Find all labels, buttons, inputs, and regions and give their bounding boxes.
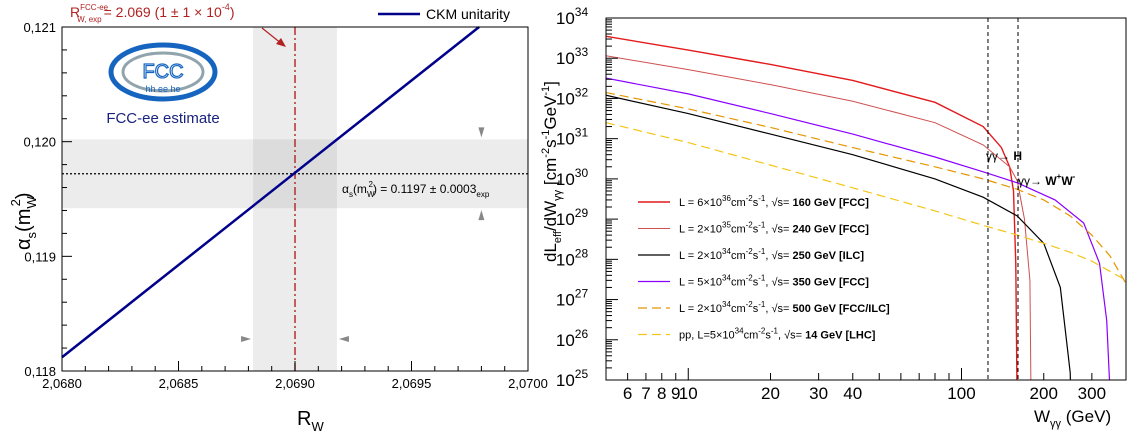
y-tick-label: 1027 — [556, 287, 589, 310]
legend-label-6: pp, L=5×1034cm-2s-1, √s= 14 GeV [LHC] — [679, 327, 876, 342]
fcc-logo: FCC hh ee he — [108, 42, 218, 102]
y-tick-label: 0,121 — [23, 20, 56, 35]
legend-label-1: L = 6×1036cm-2s-1, √s= 160 GeV [FCC] — [679, 194, 869, 209]
x-tick-label: 30 — [809, 384, 828, 403]
series-line-4 — [606, 77, 1111, 380]
logo-subtext: hh ee he — [145, 84, 180, 94]
y-tick-label: 1032 — [556, 85, 589, 108]
legend: L = 6×1036cm-2s-1, √s= 160 GeV [FCC] L = … — [638, 194, 890, 342]
y-tick-label: 1030 — [556, 166, 589, 189]
series-lines — [61, 26, 480, 359]
y-axis-title: dLeff/dWγγ [cm-2s-1GeV-1] — [540, 81, 564, 262]
x-tick-label: 9 — [671, 384, 680, 403]
svg-text:dLeff/dWγγ [cm-2s-1GeV-1]: dLeff/dWγγ [cm-2s-1GeV-1] — [540, 81, 564, 262]
series-line-ckm — [61, 26, 480, 359]
x-tick-label: 300 — [1078, 384, 1106, 403]
x-tick-label: 8 — [657, 384, 666, 403]
y-tick-label: 1028 — [556, 246, 589, 269]
y-tick-label: 0,118 — [24, 364, 56, 379]
y-tick-label: 1031 — [556, 126, 589, 149]
threshold-label-ww: γγ→ W+W- — [1018, 172, 1076, 188]
x-tick-label: 20 — [761, 384, 780, 403]
band-edge-markers — [241, 127, 485, 342]
x-tick-label: 200 — [1030, 384, 1058, 403]
x-tick-label: 100 — [947, 384, 975, 403]
y-tick-label: 1026 — [556, 327, 589, 350]
y-axis-ticks: 1025 1026 1027 1028 1029 1030 1031 1032 1033 1034 — [556, 5, 618, 390]
y-axis-title: αs(mW2) — [8, 192, 39, 250]
series-line-6 — [606, 122, 1126, 281]
r-label: RFCC-ee W, exp = 2.069 (1 ± 1 × 10-4) — [70, 2, 235, 24]
y-tick-label: 1033 — [556, 45, 589, 68]
x-axis-ticks: 6 7 8 910 20 30 40 100 200 300 — [605, 368, 1127, 403]
y-tick-label: 0,119 — [24, 249, 56, 264]
legend-label-3: L = 2×1034cm-2s-1, √s= 250 GeV [ILC] — [679, 247, 864, 262]
threshold-lines — [987, 18, 1019, 380]
band-edge-marker — [241, 336, 252, 342]
y-tick-label: 1025 — [556, 367, 589, 390]
alpha-label: αs(mW2) = 0.1197 ± 0.0003exp — [342, 180, 490, 199]
plot-frame — [605, 17, 1127, 381]
legend-label-4: L = 5×1034cm-2s-1, √s= 350 GeV [FCC] — [679, 274, 869, 289]
x-axis-title: Wγγ (GeV) — [1034, 407, 1111, 430]
x-axis-title: RW — [297, 408, 324, 432]
r-label-arrowhead — [276, 38, 286, 47]
legend-label-2: L = 2×1035cm-2s-1, √s= 240 GeV [FCC] — [679, 221, 869, 236]
x-tick-label: 7 — [641, 384, 650, 403]
x-tick-label: 6 — [623, 384, 632, 403]
plot-border — [605, 17, 1127, 381]
band-edge-marker — [478, 210, 485, 221]
x-tick-label: 2,0700 — [508, 376, 548, 391]
band-edge-marker — [478, 127, 485, 138]
series-line-3 — [606, 94, 1071, 380]
x-tick-label: 2,0685 — [159, 376, 199, 391]
y-tick-label: 0,120 — [23, 135, 56, 150]
series-lines — [606, 35, 1126, 380]
y-tick-label: 1029 — [556, 206, 589, 229]
series-line-5 — [606, 91, 1126, 284]
threshold-label-h: γγ→ H — [986, 149, 1022, 163]
estimate-label: FCC-ee estimate — [106, 110, 219, 127]
x-tick-label: 10 — [679, 384, 698, 403]
x-tick-label: 2,0695 — [392, 376, 432, 391]
x-axis-ticks: 2,0680 2,0685 2,0690 2,0695 2,0700 — [42, 361, 548, 391]
left-chart: 2,0680 2,0685 2,0690 2,0695 2,0700 0,1180,11… — [8, 2, 548, 432]
y-tick-label: 1034 — [556, 5, 589, 28]
x-tick-label: 40 — [843, 384, 862, 403]
x-tick-label: 2,0680 — [42, 376, 82, 391]
series-line-1 — [606, 35, 1018, 380]
series-line-2 — [606, 55, 1032, 380]
y-axis-ticks: 0,118 0,119 0,120 0,121 — [23, 20, 72, 379]
svg-text:αs(mW2): αs(mW2) — [8, 192, 39, 250]
legend-label-5: L = 2×1034cm-2s-1, √s= 500 GeV [FCC/ILC] — [679, 300, 890, 315]
right-chart: 6 7 8 910 20 30 40 100 200 300 102510261027102810… — [540, 5, 1127, 430]
legend-label-ckm: CKM unitarity — [426, 6, 510, 22]
x-tick-label: 2,0690 — [275, 376, 315, 391]
logo-text: FCC — [142, 61, 183, 83]
band-edge-marker — [338, 336, 349, 342]
